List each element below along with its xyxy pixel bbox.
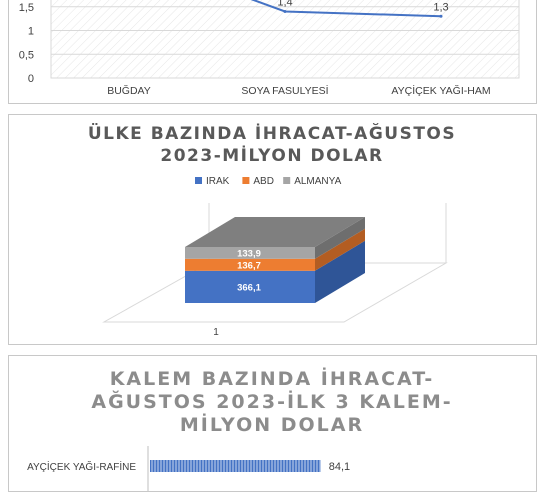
data-label: 1,4 [277,0,292,9]
segment-side [315,217,365,259]
y-tick-label: 1,5 [19,2,34,14]
bar-row: AYÇİÇEK YAĞI-RAFİNE 84,1 [27,460,350,473]
legend-item: ALMANYA [283,176,342,187]
line-chart-panel: 0 0,5 1 1,5 1,4 1,3 BUĞDAY SOYA FASULYESİ AYÇİ… [8,0,537,104]
legend-swatch [195,177,202,184]
segment-top [185,217,365,247]
data-label: 133,9 [237,248,261,259]
x-tick-label: BUĞDAY [107,84,151,97]
line-chart: 0 0,5 1 1,5 1,4 1,3 BUĞDAY SOYA FASULYESİ AYÇİ… [19,0,520,97]
bar-texture [151,460,321,472]
segment-front [185,270,315,303]
legend-swatch [242,177,250,184]
legend-swatch [283,177,291,184]
legend-label: ABD [253,176,274,187]
segment-front [185,247,315,259]
y-tick-label: AYÇİÇEK YAĞI-RAFİNE [27,460,136,473]
segment-side [315,228,365,271]
legend-label: ALMANYA [294,176,341,187]
y-tick-label: 1 [28,26,34,38]
data-label: 366,1 [237,282,261,293]
stack-segment-almanya: 133,9 [185,217,365,259]
x-tick-label: AYÇİÇEK YAĞI-HAM [391,84,490,97]
item-export-chart-panel: KALEM BAZINDA İHRACAT- AĞUSTOS 2023-İLK … [8,355,537,492]
chart-title-line-1: ÜLKE BAZINDA İHRACAT-AĞUSTOS [88,122,456,144]
chart-title-line-1: KALEM BAZINDA İHRACAT- [110,366,435,390]
y-tick-label: 0,5 [19,49,34,61]
country-export-chart: ÜLKE BAZINDA İHRACAT-AĞUSTOS 2023-MİLYON… [88,122,456,338]
item-export-chart: KALEM BAZINDA İHRACAT- AĞUSTOS 2023-İLK … [27,366,452,491]
data-point [283,10,287,13]
segment-side [315,240,365,303]
x-tick-label: 1 [213,327,219,338]
country-export-chart-panel: ÜLKE BAZINDA İHRACAT-AĞUSTOS 2023-MİLYON… [8,114,537,345]
segment-front [185,258,315,271]
chart-title-line-2: AĞUSTOS 2023-İLK 3 KALEM- [91,389,452,413]
legend-item: IRAK [195,176,230,187]
data-label: 1,3 [433,1,448,13]
data-label: 136,7 [237,260,261,271]
y-tick-label: 0 [28,73,34,85]
chart-title-line-3: MİLYON DOLAR [180,412,364,436]
chart-title-line-2: 2023-MİLYON DOLAR [160,144,383,166]
x-tick-label: SOYA FASULYESİ [241,84,328,97]
data-point [439,14,443,18]
legend-item: ABD [242,176,274,187]
legend-label: IRAK [206,176,230,187]
data-label: 84,1 [329,461,350,473]
stack-segment-irak: 366,1 [185,240,365,303]
stack-segment-abd: 136,7 [185,228,365,271]
